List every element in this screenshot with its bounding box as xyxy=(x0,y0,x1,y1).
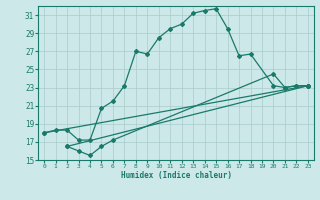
X-axis label: Humidex (Indice chaleur): Humidex (Indice chaleur) xyxy=(121,171,231,180)
